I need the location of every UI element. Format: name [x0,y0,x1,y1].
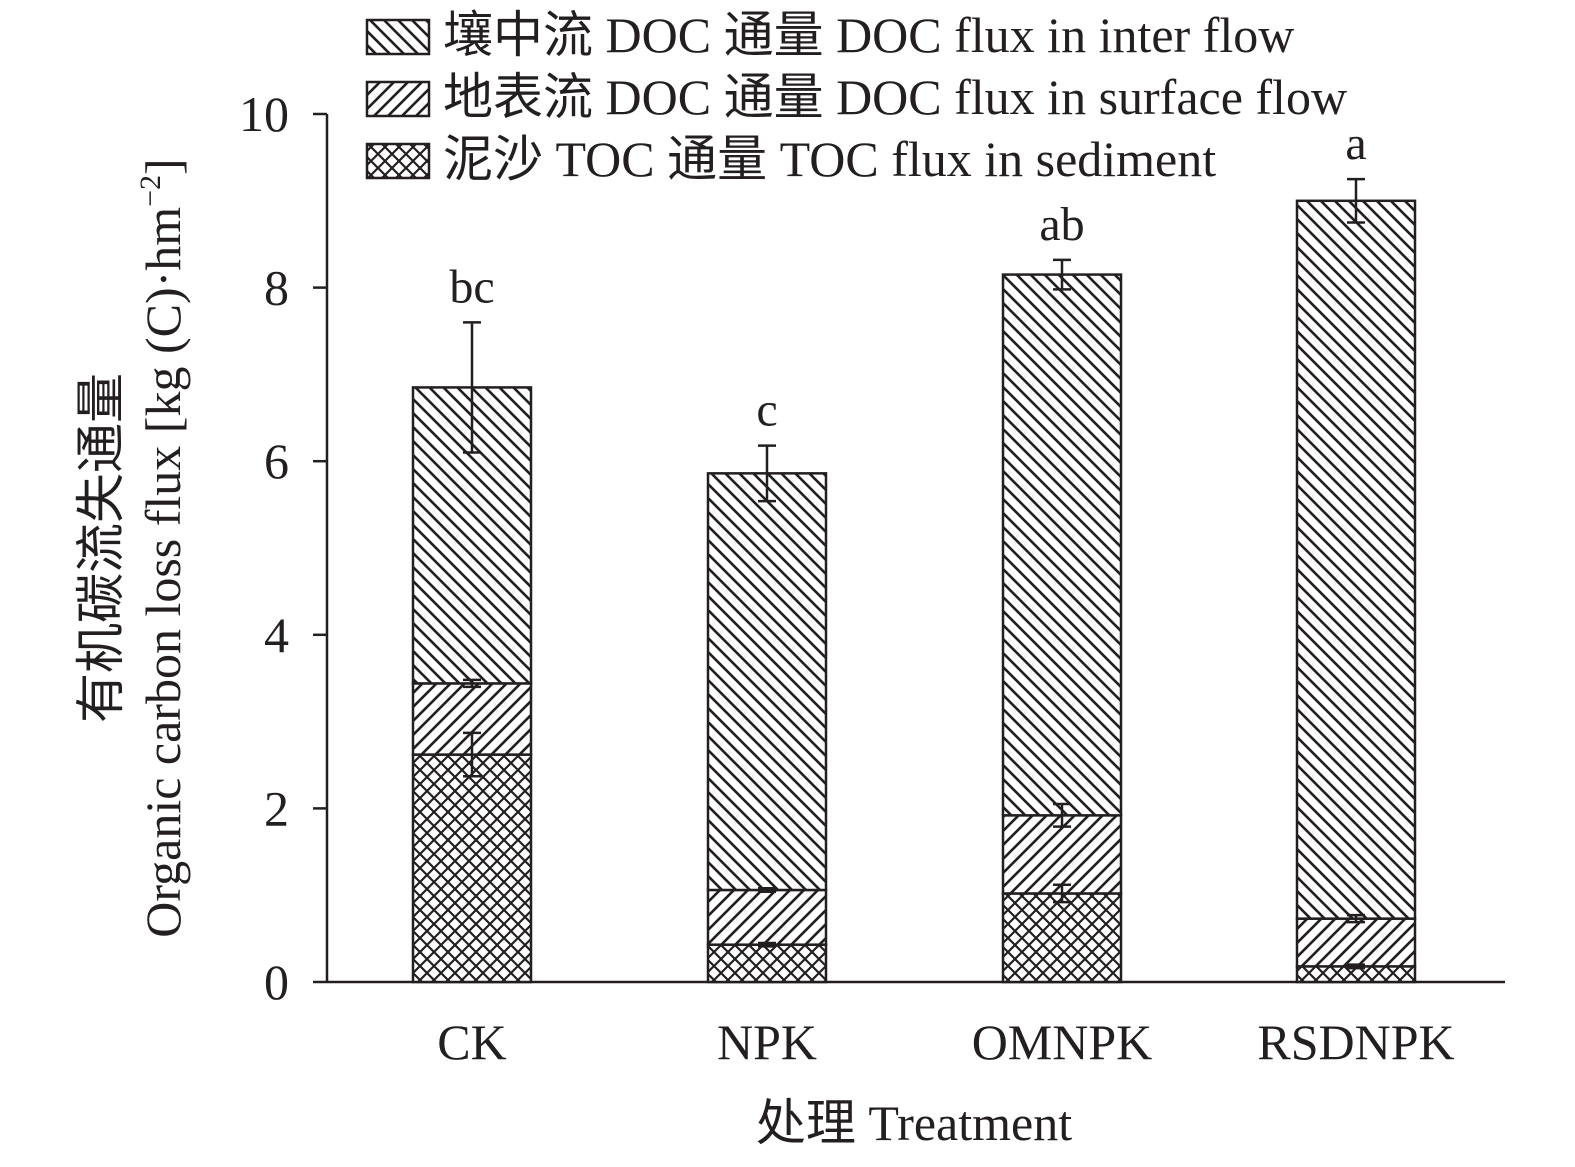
significance-letter: c [756,384,777,437]
x-tick-label: NPK [717,1014,817,1070]
significance-letter: a [1345,117,1366,170]
significance-letter: ab [1039,198,1084,251]
y-tick-label: 10 [239,86,289,142]
y-tick-label: 8 [264,260,289,316]
y-axis-label-line2-sup: −2 [134,175,167,207]
legend-label: 泥沙 TOC 通量 TOC flux in sediment [443,131,1216,187]
y-tick-label: 2 [264,780,289,836]
y-tick-label: 4 [264,607,289,663]
y-axis-label: 有机碳流失通量 Organic carbon loss flux [kg (C)… [73,158,191,937]
bar-segment [1295,199,1417,920]
y-axis-label-line1: 有机碳流失通量 [73,373,129,723]
y-axis-label-line2-suffix: ] [135,158,191,175]
error-bars [463,177,1365,970]
y-tick-label: 0 [264,954,289,1010]
legend-swatch [365,142,431,180]
legend-label: 地表流 DOC 通量 DOC flux in surface flow [443,69,1347,125]
bars [411,199,1417,984]
bar-segment [706,472,828,892]
bar-segment [411,753,533,984]
significance-letters: bc c ab a [449,117,1366,436]
bar-segment [706,888,828,946]
y-ticks: 0 2 4 6 8 10 [239,86,327,1010]
x-tick-label: CK [437,1014,506,1070]
bar-segment [1001,273,1123,817]
legend-swatch [365,18,431,56]
significance-letter: bc [449,260,494,313]
legend-swatch [365,80,431,118]
y-axis-label-line2: Organic carbon loss flux [kg (C)·hm−2] [134,158,191,937]
x-tick-labels: CK NPK OMNPK RSDNPK [437,1014,1454,1070]
bar-segment [1295,917,1417,968]
x-axis-label: 处理 Treatment [756,1095,1072,1151]
bar-segment [1001,892,1123,984]
legend: 壤中流 DOC 通量 DOC flux in inter flow 地表流 DOC… [365,7,1347,187]
y-axis-label-line2-prefix: Organic carbon loss flux [kg (C)·hm [135,207,191,938]
x-tick-label: RSDNPK [1257,1014,1454,1070]
bar-segment [706,943,828,984]
legend-label: 壤中流 DOC 通量 DOC flux in inter flow [443,7,1294,63]
x-tick-label: OMNPK [972,1014,1153,1070]
y-tick-label: 6 [264,433,289,489]
